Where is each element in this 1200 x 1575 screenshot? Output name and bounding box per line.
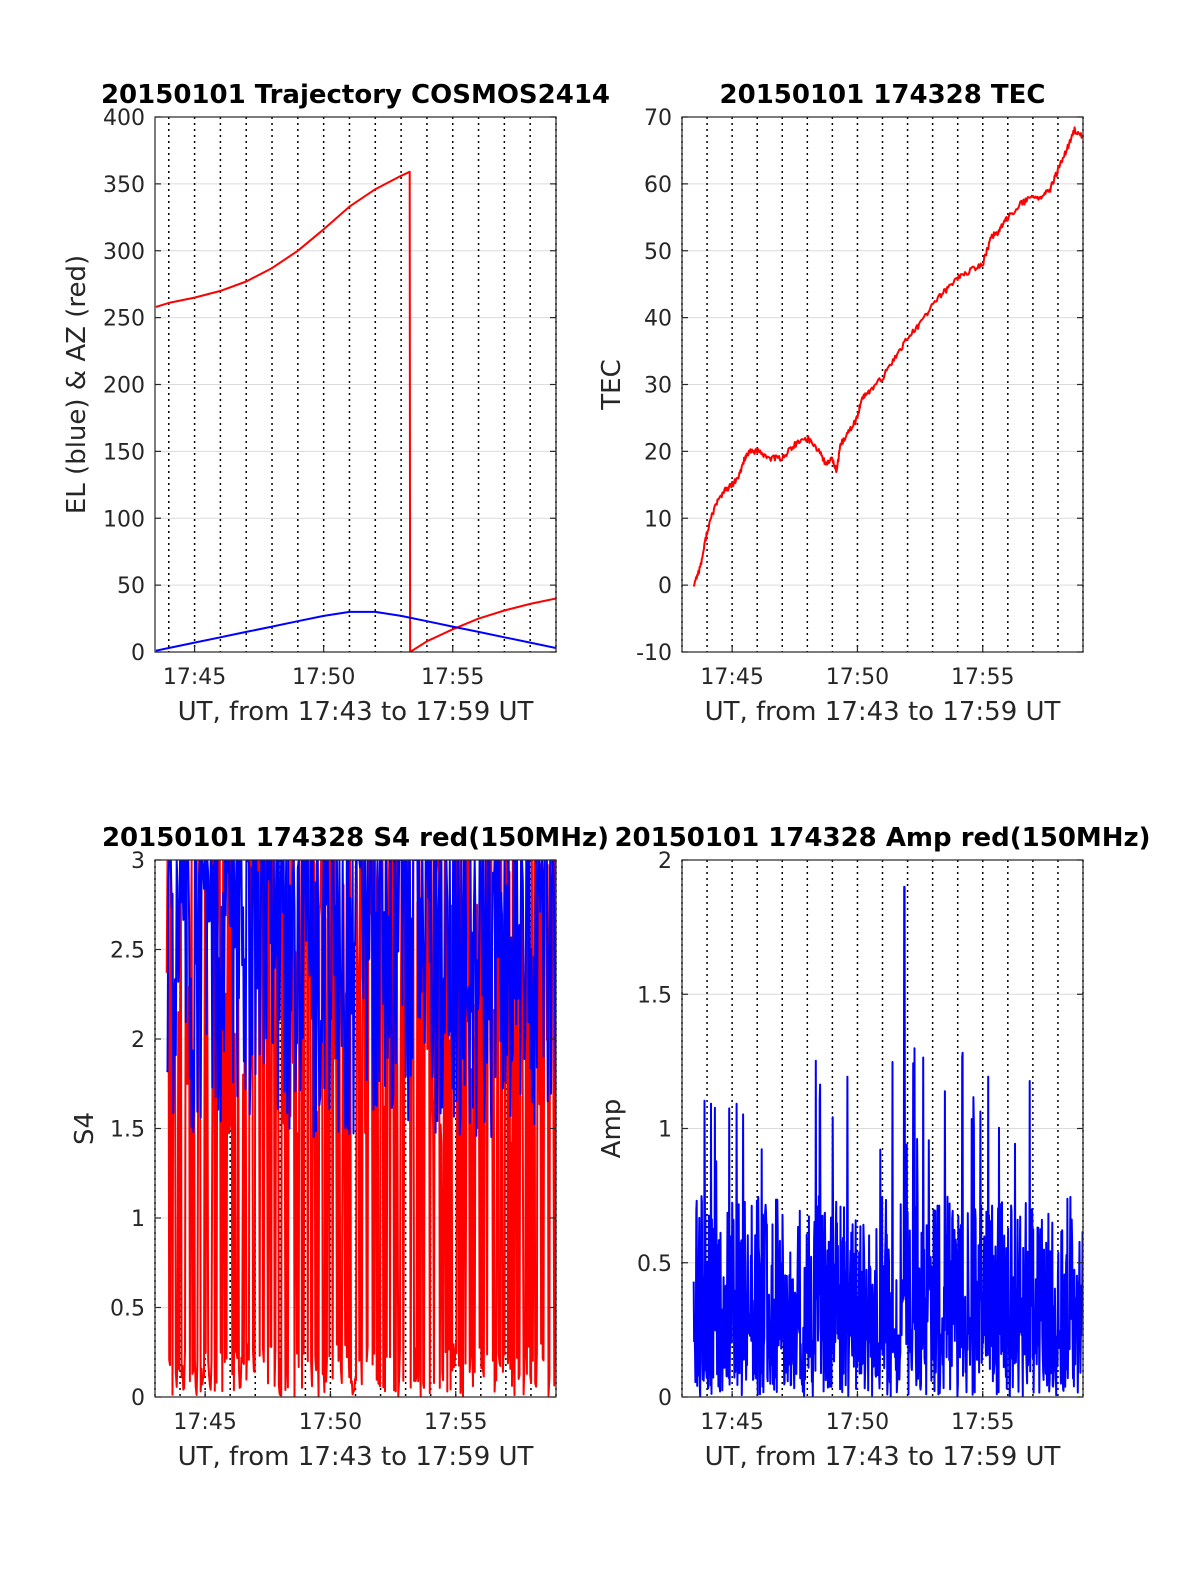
trajectory-xtick-label: 17:45 (163, 665, 226, 690)
s4-yaxis-label: S4 (70, 1112, 100, 1145)
trajectory-xtick-label: 17:50 (292, 665, 355, 690)
s4-xtick-label: 17:55 (424, 1410, 487, 1435)
amp-ytick-label: 0.5 (637, 1252, 672, 1277)
trajectory-ytick-label: 100 (103, 507, 145, 532)
s4-series-line-blue (166, 860, 556, 1138)
s4-panel: 0 0.5 1 1.5 2 2.5 3 17:45 17:50 17:55 20150101 174… (70, 823, 609, 1472)
s4-series-group (165, 860, 556, 1397)
trajectory-yaxis-label: EL (blue) & AZ (red) (62, 255, 92, 514)
trajectory-series-group (155, 170, 556, 652)
tec-ytick-label: 50 (644, 240, 672, 265)
s4-xtick-label: 17:50 (299, 1410, 362, 1435)
tec-panel: -10 0 10 20 30 40 50 60 70 17:45 17:50 17:55 2015010… (597, 80, 1084, 727)
s4-ytick-label: 0 (131, 1386, 145, 1411)
s4-xtick-label: 17:45 (173, 1410, 236, 1435)
amp-title: 20150101 174328 Amp red(150MHz) (614, 823, 1150, 853)
s4-ytick-label: 3 (131, 849, 145, 874)
amp-xtick-label: 17:55 (951, 1410, 1014, 1435)
amp-series-group (692, 885, 1083, 1397)
amp-panel: 0 0.5 1 1.5 2 17:45 17:50 17:55 20150101 174328 … (597, 823, 1151, 1472)
s4-xaxis-label: UT, from 17:43 to 17:59 UT (178, 1442, 534, 1472)
tec-xtick-label: 17:45 (700, 665, 763, 690)
s4-ytick-label: 2 (131, 1028, 145, 1053)
trajectory-ytick-label: 200 (103, 374, 145, 399)
amp-ytick-label: 1 (658, 1118, 672, 1143)
trajectory-ytick-label: 300 (103, 240, 145, 265)
trajectory-ytick-label: 250 (103, 307, 145, 332)
tec-ytick-label: 10 (644, 507, 672, 532)
amp-xaxis-label: UT, from 17:43 to 17:59 UT (705, 1442, 1061, 1472)
trajectory-ytick-label: 0 (131, 641, 145, 666)
amp-yaxis-label: Amp (597, 1099, 627, 1159)
tec-xtick-label: 17:50 (826, 665, 889, 690)
amp-xtick-label: 17:50 (826, 1410, 889, 1435)
tec-ytick-label: 40 (644, 307, 672, 332)
trajectory-panel: 0 50 100 150 200 250 300 350 400 17:45 17:50 17:55 2… (62, 80, 610, 727)
amp-series-line-blue (692, 885, 1083, 1397)
tec-series-group (692, 126, 1083, 587)
trajectory-ytick-label: 400 (103, 106, 145, 131)
trajectory-xaxis-label: UT, from 17:43 to 17:59 UT (178, 697, 534, 727)
s4-series-line-red (165, 860, 556, 1397)
tec-xaxis-label: UT, from 17:43 to 17:59 UT (705, 697, 1061, 727)
trajectory-title: 20150101 Trajectory COSMOS2414 (101, 80, 610, 110)
tec-series-line-red (692, 126, 1083, 587)
amp-ytick-label: 0 (658, 1386, 672, 1411)
amp-ytick-label: 2 (658, 849, 672, 874)
trajectory-ytick-label: 50 (117, 574, 145, 599)
tec-ytick-label: 60 (644, 173, 672, 198)
tec-ytick-label: 20 (644, 440, 672, 465)
trajectory-ytick-label: 150 (103, 440, 145, 465)
trajectory-xtick-label: 17:55 (421, 665, 484, 690)
tec-xtick-label: 17:55 (951, 665, 1014, 690)
s4-ytick-label: 0.5 (110, 1297, 145, 1322)
tec-yaxis-label: TEC (597, 359, 627, 410)
trajectory-series-line-red (155, 170, 556, 652)
s4-title: 20150101 174328 S4 red(150MHz) (102, 823, 609, 853)
trajectory-ytick-label: 350 (103, 173, 145, 198)
s4-ytick-label: 1.5 (110, 1118, 145, 1143)
s4-ytick-label: 2.5 (110, 939, 145, 964)
tec-ytick-label: -10 (636, 641, 672, 666)
tec-title: 20150101 174328 TEC (720, 80, 1046, 110)
trajectory-series-line-blue (155, 610, 556, 652)
tec-ytick-label: 30 (644, 374, 672, 399)
tec-ytick-label: 0 (658, 574, 672, 599)
s4-ytick-label: 1 (131, 1207, 145, 1232)
amp-ytick-label: 1.5 (637, 983, 672, 1008)
amp-xtick-label: 17:45 (700, 1410, 763, 1435)
tec-ytick-label: 70 (644, 106, 672, 131)
